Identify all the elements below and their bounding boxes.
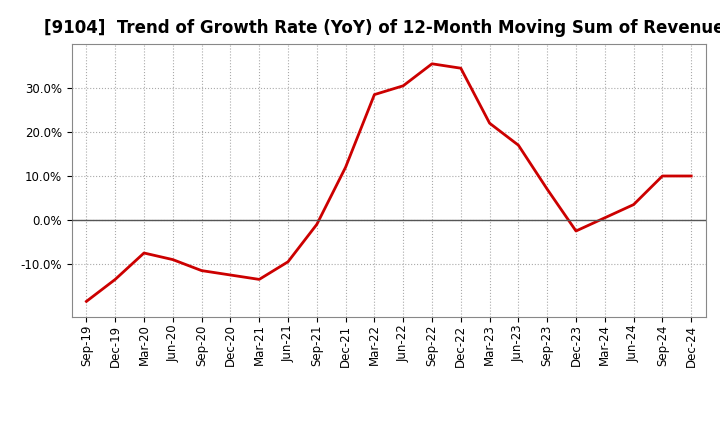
Title: [9104]  Trend of Growth Rate (YoY) of 12-Month Moving Sum of Revenues: [9104] Trend of Growth Rate (YoY) of 12-…: [44, 19, 720, 37]
